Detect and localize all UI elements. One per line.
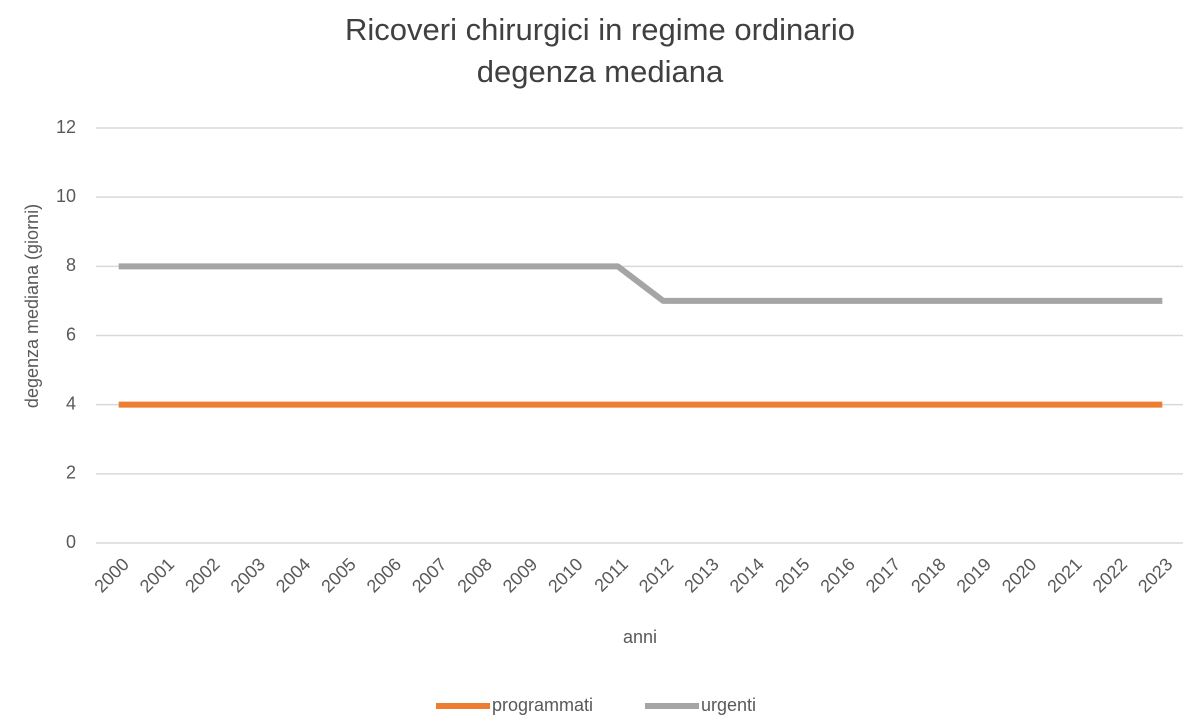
x-tick-label: 2003 bbox=[227, 554, 269, 596]
y-tick-label: 6 bbox=[66, 324, 76, 344]
x-tick-label: 2001 bbox=[136, 554, 178, 596]
x-axis-label: anni bbox=[623, 627, 657, 647]
x-tick-label: 2013 bbox=[680, 554, 722, 596]
series-line bbox=[118, 263, 1163, 304]
x-tick-label: 2005 bbox=[317, 554, 359, 596]
x-tick-label: 2002 bbox=[181, 554, 223, 596]
chart-subtitle: degenza mediana bbox=[477, 54, 724, 89]
x-tick-label: 2014 bbox=[726, 554, 768, 596]
x-tick-label: 2021 bbox=[1043, 554, 1085, 596]
x-tick-label: 2022 bbox=[1089, 554, 1131, 596]
x-tick-label: 2019 bbox=[953, 554, 995, 596]
x-tick-label: 2011 bbox=[590, 554, 632, 596]
y-axis-label: degenza mediana (giorni) bbox=[22, 204, 42, 408]
x-tick-label: 2015 bbox=[771, 554, 813, 596]
y-tick-label: 10 bbox=[56, 186, 76, 206]
legend-label: urgenti bbox=[701, 695, 756, 715]
x-tick-label: 2023 bbox=[1134, 554, 1176, 596]
y-tick-label: 8 bbox=[66, 255, 76, 275]
x-tick-label: 2016 bbox=[816, 554, 858, 596]
x-tick-label: 2009 bbox=[499, 554, 541, 596]
x-tick-label: 2012 bbox=[635, 554, 677, 596]
x-tick-label: 2020 bbox=[998, 554, 1040, 596]
x-tick-label: 2004 bbox=[272, 554, 314, 596]
legend-label: programmati bbox=[492, 695, 593, 715]
y-tick-label: 4 bbox=[66, 393, 76, 413]
x-tick-label: 2007 bbox=[408, 554, 450, 596]
x-tick-label: 2018 bbox=[907, 554, 949, 596]
chart-title: Ricoveri chirurgici in regime ordinario bbox=[345, 12, 855, 47]
x-tick-label: 2000 bbox=[90, 554, 132, 596]
x-tick-label: 2008 bbox=[453, 554, 495, 596]
y-tick-label: 0 bbox=[66, 532, 76, 552]
y-tick-label: 12 bbox=[56, 117, 76, 137]
x-tick-label: 2017 bbox=[862, 554, 904, 596]
x-tick-label: 2010 bbox=[544, 554, 586, 596]
x-tick-label: 2006 bbox=[363, 554, 405, 596]
y-tick-label: 2 bbox=[66, 463, 76, 483]
